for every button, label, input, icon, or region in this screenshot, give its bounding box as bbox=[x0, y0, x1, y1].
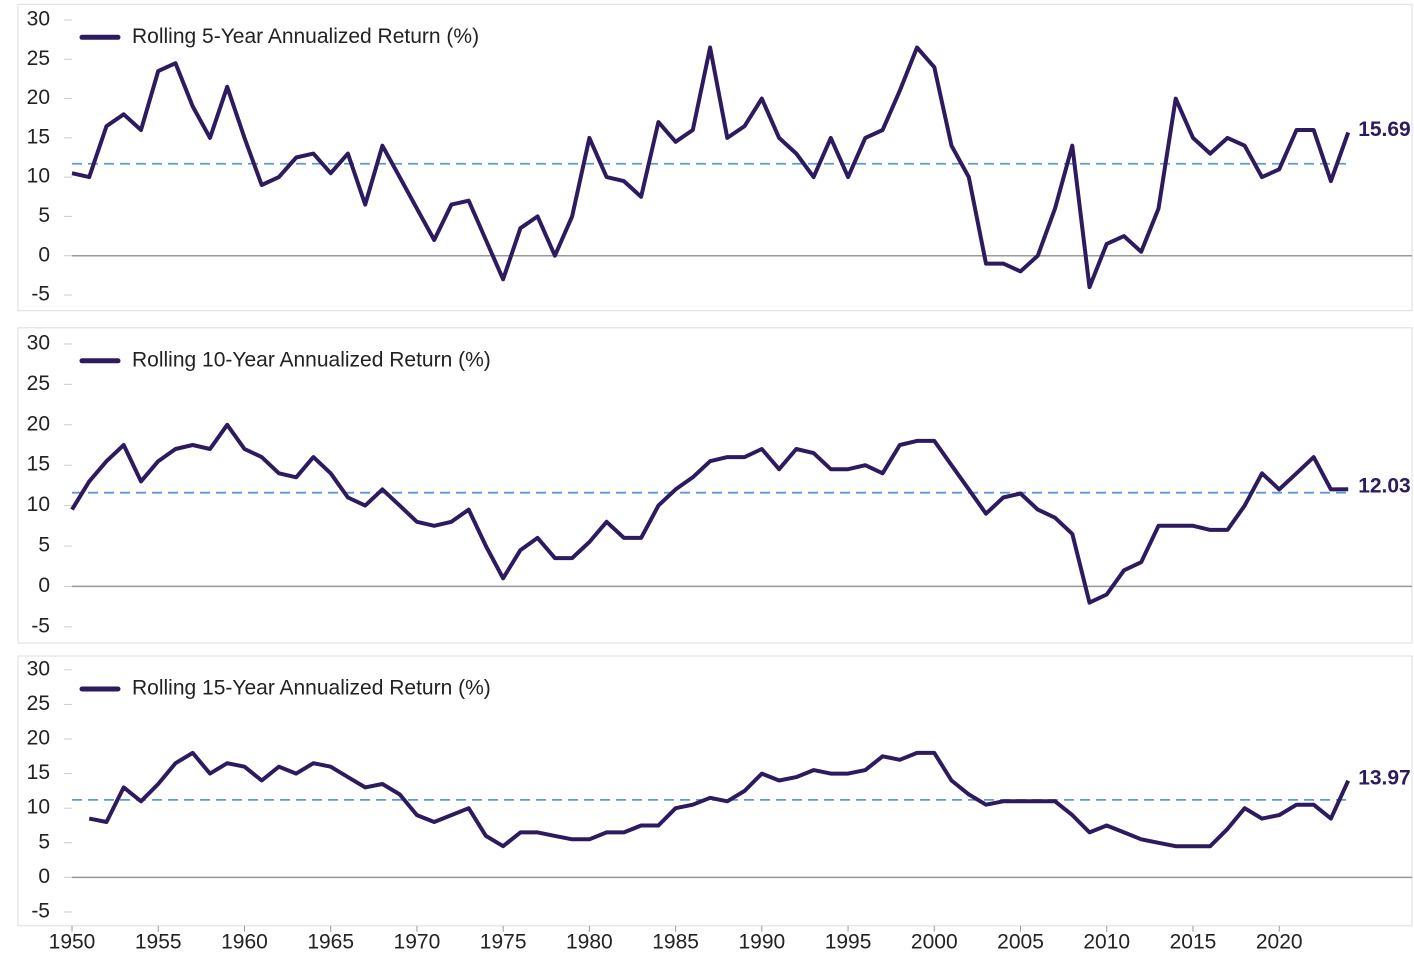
x-tick-label: 2015 bbox=[1170, 930, 1217, 953]
panel-frame bbox=[17, 655, 1413, 927]
x-tick-label: 1985 bbox=[652, 930, 699, 953]
panel-frame bbox=[17, 327, 1413, 644]
x-tick-label: 2000 bbox=[911, 930, 958, 953]
y-tick-label: 5 bbox=[38, 830, 50, 853]
series-line bbox=[71, 45, 1351, 290]
y-tick-label: 15 bbox=[27, 453, 50, 476]
y-tick-label: 0 bbox=[38, 574, 50, 597]
y-tick-label: 5 bbox=[38, 204, 50, 227]
x-tick-label: 1950 bbox=[49, 930, 96, 953]
x-tick-label: 1975 bbox=[480, 930, 527, 953]
legend-label: Rolling 5-Year Annualized Return (%) bbox=[132, 25, 479, 48]
x-tick-label: 1990 bbox=[738, 930, 785, 953]
y-tick-label: 15 bbox=[27, 125, 50, 148]
x-tick-label: 1970 bbox=[394, 930, 441, 953]
x-tick-label: 1960 bbox=[221, 930, 268, 953]
y-tick-label: 25 bbox=[27, 692, 50, 715]
series-line bbox=[70, 422, 1349, 605]
y-tick-label: 0 bbox=[38, 865, 50, 888]
y-tick-label: 25 bbox=[27, 47, 50, 70]
y-tick-label: 20 bbox=[27, 412, 50, 435]
x-tick-label: 1980 bbox=[566, 930, 613, 953]
y-tick-label: 5 bbox=[38, 534, 50, 557]
series-line bbox=[88, 750, 1351, 849]
x-tick-label: 1955 bbox=[135, 930, 182, 953]
legend-label: Rolling 10-Year Annualized Return (%) bbox=[132, 348, 491, 371]
y-tick-label: -5 bbox=[31, 283, 50, 306]
x-tick-label: 2005 bbox=[997, 930, 1044, 953]
x-tick-label: 2010 bbox=[1083, 930, 1130, 953]
y-tick-label: 0 bbox=[38, 243, 50, 266]
end-label: 15.69 bbox=[1358, 118, 1411, 141]
y-tick-label: 30 bbox=[27, 657, 50, 680]
y-tick-label: 20 bbox=[27, 86, 50, 109]
y-tick-label: -5 bbox=[31, 900, 50, 923]
x-tick-label: 1965 bbox=[307, 930, 354, 953]
y-tick-label: 30 bbox=[27, 332, 50, 355]
x-tick-label: 2020 bbox=[1256, 930, 1303, 953]
legend-label: Rolling 15-Year Annualized Return (%) bbox=[132, 677, 491, 700]
y-tick-label: 10 bbox=[27, 165, 50, 188]
y-tick-label: 20 bbox=[27, 727, 50, 750]
end-label: 13.97 bbox=[1358, 766, 1411, 789]
y-tick-label: 30 bbox=[27, 8, 50, 31]
x-tick-label: 1995 bbox=[825, 930, 872, 953]
y-tick-label: 25 bbox=[27, 372, 50, 395]
y-tick-label: 15 bbox=[27, 761, 50, 784]
y-tick-label: 10 bbox=[27, 796, 50, 819]
y-tick-label: -5 bbox=[31, 614, 50, 637]
end-label: 12.03 bbox=[1358, 475, 1411, 498]
panel-frame bbox=[17, 3, 1413, 312]
y-tick-label: 10 bbox=[27, 493, 50, 516]
